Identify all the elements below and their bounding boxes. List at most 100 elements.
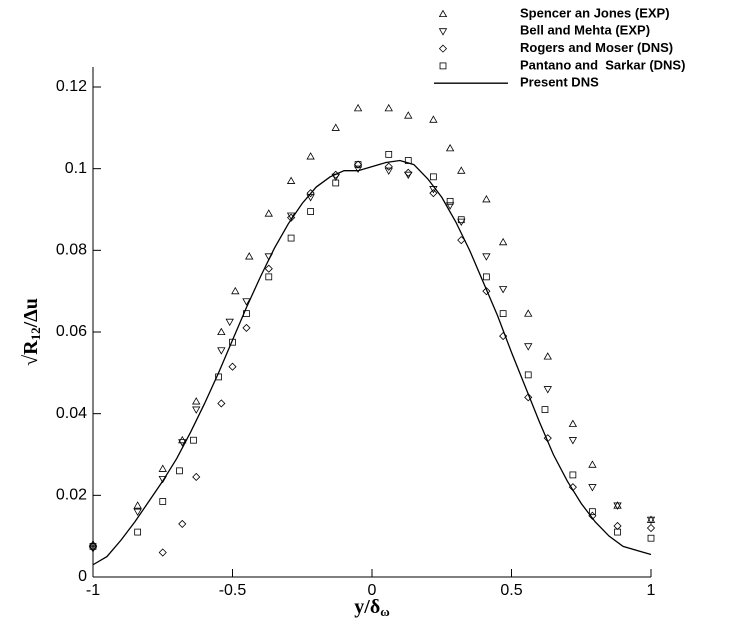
y-label-main: √R xyxy=(20,340,42,366)
legend-label: Spencer an Jones (EXP) xyxy=(520,5,670,20)
marker-square xyxy=(287,234,295,242)
marker-diamond xyxy=(438,44,448,53)
marker-diamond xyxy=(158,548,167,557)
marker-square xyxy=(483,273,490,281)
x-tick-label: 0 xyxy=(368,582,377,599)
marker-triangle-down xyxy=(88,545,98,553)
y-label-rest: /Δu xyxy=(20,298,42,328)
marker-square xyxy=(134,528,142,536)
marker-triangle-up xyxy=(498,237,508,246)
marker-square xyxy=(159,498,167,505)
marker-square xyxy=(614,528,621,536)
marker-triangle-up xyxy=(438,9,448,18)
marker-triangle-up xyxy=(331,123,340,131)
marker-triangle-up xyxy=(245,252,254,260)
marker-diamond xyxy=(524,393,533,402)
marker-triangle-down xyxy=(133,508,142,516)
marker-diamond xyxy=(228,362,237,371)
marker-triangle-down xyxy=(482,253,491,261)
marker-diamond xyxy=(192,472,201,482)
marker-triangle-down xyxy=(646,516,656,525)
marker-square xyxy=(332,179,340,187)
y-tick-label: 0 xyxy=(78,568,87,585)
marker-diamond xyxy=(429,189,438,198)
marker-square xyxy=(446,197,454,205)
marker-triangle-up xyxy=(588,460,597,468)
marker-diamond xyxy=(404,168,413,177)
y-tick-label: 0.12 xyxy=(56,78,87,95)
marker-triangle-up xyxy=(568,419,578,427)
y-tick-label: 0.06 xyxy=(56,323,87,340)
marker-triangle-down xyxy=(438,28,448,36)
marker-square xyxy=(430,173,437,181)
y-axis-label: √R12/Δu xyxy=(20,298,43,366)
marker-triangle-up xyxy=(133,501,142,509)
marker-triangle-down xyxy=(217,347,226,355)
marker-square xyxy=(265,273,273,281)
marker-diamond xyxy=(242,323,251,332)
x-tick-label: 0.5 xyxy=(500,582,522,599)
marker-triangle-up xyxy=(404,111,413,119)
marker-triangle-up xyxy=(445,143,455,152)
marker-diamond xyxy=(264,264,273,273)
marker-triangle-down xyxy=(613,502,622,510)
marker-triangle-up xyxy=(543,352,552,360)
legend-label: Rogers and Moser (DNS) xyxy=(520,40,673,55)
marker-triangle-down xyxy=(225,318,234,327)
marker-triangle-down xyxy=(306,194,315,202)
x-axis-label: y/δω xyxy=(354,596,389,619)
data-line xyxy=(92,159,652,566)
marker-triangle-down xyxy=(178,439,187,447)
legend-label: Pantano and Sarkar (DNS) xyxy=(520,57,685,72)
marker-diamond xyxy=(306,189,315,198)
marker-square xyxy=(89,543,97,550)
marker-diamond xyxy=(217,399,226,408)
marker-triangle-up xyxy=(524,309,533,317)
marker-triangle-down xyxy=(568,437,578,445)
marker-square xyxy=(176,467,183,475)
marker-square xyxy=(385,150,393,158)
marker-triangle-up xyxy=(264,209,273,217)
marker-triangle-down xyxy=(242,298,251,306)
marker-triangle-down xyxy=(353,165,363,173)
marker-square xyxy=(354,161,362,168)
y-tick-label: 0.1 xyxy=(65,160,87,177)
marker-triangle-up xyxy=(384,103,393,112)
marker-triangle-down xyxy=(498,286,508,294)
y-label-sub: 12 xyxy=(28,327,43,340)
marker-triangle-up xyxy=(457,166,466,174)
y-tick-label: 0.02 xyxy=(56,487,87,504)
marker-triangle-down xyxy=(588,484,597,492)
marker-triangle-down xyxy=(543,386,552,394)
marker-square xyxy=(589,508,596,516)
legend-label: Bell and Mehta (EXP) xyxy=(520,23,650,38)
x-label-main: y/δ xyxy=(354,596,380,618)
marker-diamond xyxy=(178,519,187,528)
marker-triangle-up xyxy=(192,397,201,405)
marker-triangle-up xyxy=(646,515,656,523)
marker-diamond xyxy=(88,542,98,551)
marker-diamond xyxy=(482,287,491,296)
marker-triangle-up xyxy=(429,115,438,123)
y-tick-label: 0.08 xyxy=(56,242,87,259)
y-tick-label: 0.04 xyxy=(56,405,87,422)
marker-square xyxy=(190,436,197,444)
x-tick-label: -0.5 xyxy=(219,582,247,599)
marker-triangle-up xyxy=(306,152,315,160)
marker-diamond xyxy=(613,521,622,531)
marker-triangle-down xyxy=(457,218,466,227)
marker-diamond xyxy=(384,162,393,171)
x-tick-label: -1 xyxy=(86,582,100,599)
marker-triangle-up xyxy=(217,327,226,336)
marker-triangle-up xyxy=(158,464,167,472)
marker-diamond xyxy=(353,160,363,169)
marker-square xyxy=(439,62,447,70)
marker-triangle-up xyxy=(353,103,363,112)
marker-triangle-down xyxy=(384,167,393,176)
marker-triangle-down xyxy=(404,171,413,180)
marker-triangle-down xyxy=(524,343,533,351)
marker-square xyxy=(457,216,465,224)
legend-label: Present DNS xyxy=(520,75,599,90)
marker-triangle-up xyxy=(231,286,240,295)
